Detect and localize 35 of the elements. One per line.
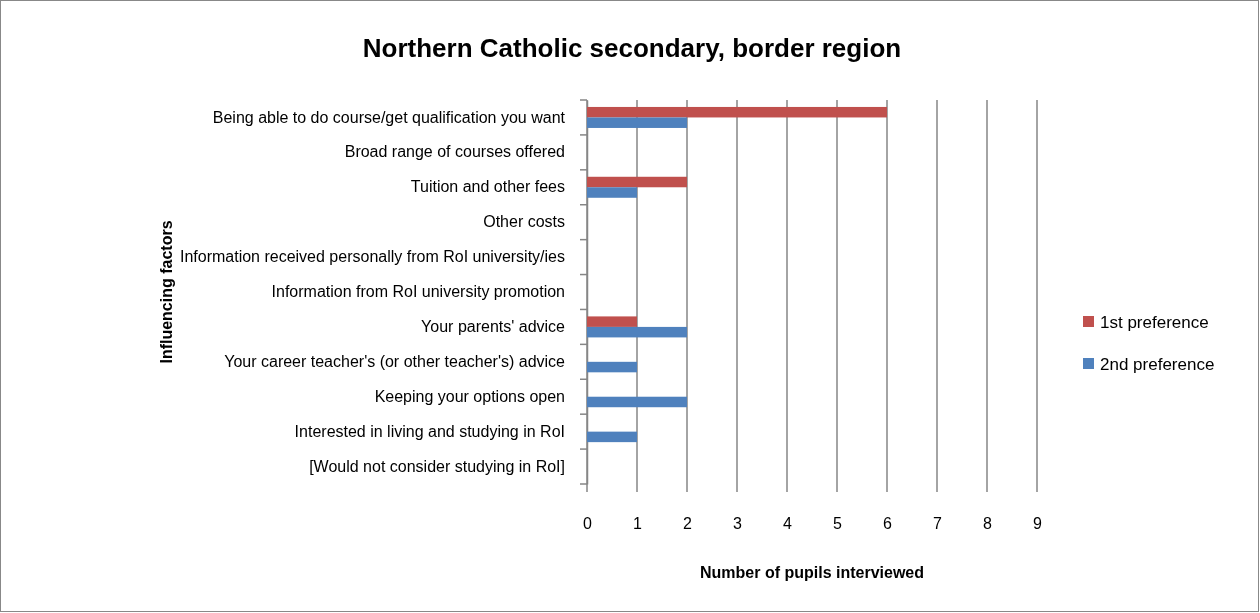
x-tick-label: 1 [633, 515, 643, 533]
legend-label: 1st preference [1100, 313, 1209, 332]
y-tick-label: Broad range of courses offered [344, 143, 565, 161]
x-tick-label: 9 [1033, 515, 1043, 533]
y-tick-label: Information from RoI university promotion [271, 283, 565, 301]
y-tick-label: Other costs [483, 213, 565, 231]
x-tick-label: 2 [683, 515, 693, 533]
x-tick-label: 5 [833, 515, 843, 533]
bar [587, 361, 637, 373]
bar [587, 396, 687, 408]
x-axis-title: Number of pupils interviewed [699, 564, 925, 581]
x-tick-label: 0 [583, 515, 593, 533]
bar [587, 117, 687, 128]
x-tick-label: 3 [733, 515, 743, 533]
bar [587, 187, 637, 198]
chart-title: Northern Catholic secondary, border region [362, 33, 902, 63]
bar [587, 176, 687, 188]
y-tick-label: Your career teacher's (or other teacher's) advice [224, 352, 566, 370]
y-tick-label: Tuition and other fees [410, 178, 565, 196]
bar [587, 316, 637, 327]
bar [587, 106, 887, 118]
bar [587, 431, 637, 443]
y-tick-label: Keeping your options open [374, 387, 565, 405]
y-tick-label: [Would not consider studying in RoI] [309, 457, 565, 475]
y-tick-label: Your parents' advice [421, 318, 566, 336]
x-tick-label: 6 [883, 515, 893, 533]
y-tick-label: Information received personally from RoI university/ies [179, 248, 565, 266]
x-tick-label: 8 [983, 515, 993, 533]
x-tick-label: 4 [783, 515, 793, 533]
legend-label: 2nd preference [1100, 355, 1215, 374]
x-tick-label: 7 [933, 515, 943, 533]
bar [587, 326, 687, 338]
y-tick-label: Being able to do course/get qualification you want [212, 108, 566, 126]
y-tick-label: Interested in living and studying in RoI [294, 422, 565, 440]
y-axis-title: Influencing factors [157, 220, 175, 364]
